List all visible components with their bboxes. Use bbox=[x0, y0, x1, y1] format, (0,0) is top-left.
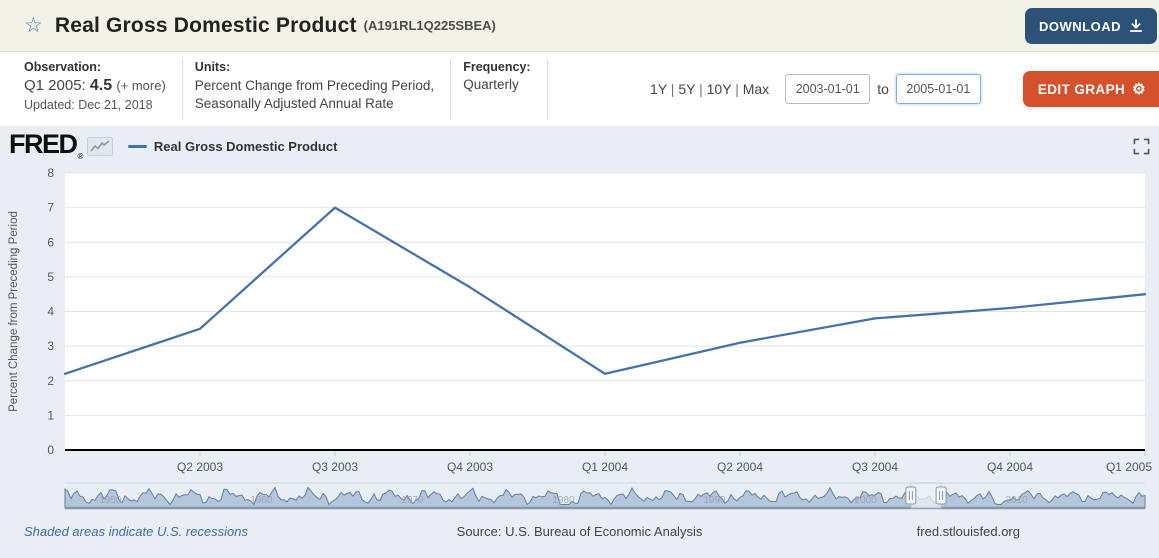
units-label: Units: bbox=[194, 60, 231, 74]
series-id: (A191RL1Q225SBEA) bbox=[363, 18, 496, 33]
frequency-block: Frequency: Quarterly bbox=[463, 60, 548, 120]
gdp-line-chart[interactable]: 0 1 2 3 4 5 6 7 8 Percent Change from Preceding P… bbox=[0, 165, 1159, 512]
frequency-value: Quarterly bbox=[463, 77, 519, 92]
series-legend: Real Gross Domestic Product bbox=[127, 138, 338, 154]
y-tick-label: 6 bbox=[47, 235, 54, 249]
minimap-decade-label: 1970 bbox=[401, 495, 424, 506]
units-line2: Seasonally Adjusted Annual Rate bbox=[194, 95, 394, 111]
fred-logo-chart-icon bbox=[86, 136, 113, 156]
meta-bar: Observation: Q1 2005: 4.5 (+ more) Updat… bbox=[0, 52, 1159, 126]
observation-updated: Updated: Dec 21, 2018 bbox=[24, 98, 153, 112]
y-tick-label: 1 bbox=[47, 408, 54, 422]
minimap-decade-label: 1980 bbox=[552, 495, 575, 506]
start-date-input[interactable] bbox=[785, 74, 871, 104]
range-1y[interactable]: 1Y bbox=[650, 81, 678, 97]
x-tick-label: Q2 2003 bbox=[177, 460, 223, 474]
minimap-area-series[interactable] bbox=[64, 486, 1146, 509]
page-header: ☆ Real Gross Domestic Product (A191RL1Q2… bbox=[0, 0, 1159, 52]
range-max[interactable]: Max bbox=[742, 81, 770, 97]
download-icon bbox=[1129, 19, 1143, 32]
page-title: Real Gross Domestic Product bbox=[54, 13, 357, 37]
fullscreen-icon[interactable] bbox=[1133, 138, 1150, 155]
recession-note-link[interactable]: Shaded areas indicate U.S. recessions bbox=[24, 524, 249, 539]
edit-graph-button[interactable]: EDIT GRAPH ⚙ bbox=[1022, 71, 1159, 107]
download-button-label: DOWNLOAD bbox=[1039, 18, 1121, 34]
frequency-label: Frequency: bbox=[463, 60, 531, 74]
gear-icon: ⚙ bbox=[1132, 80, 1146, 98]
more-observations-link[interactable]: (+ more) bbox=[116, 78, 166, 93]
y-tick-label: 8 bbox=[47, 166, 54, 180]
edit-graph-label: EDIT GRAPH bbox=[1037, 81, 1126, 97]
series-legend-label: Real Gross Domestic Product bbox=[153, 138, 338, 154]
units-block: Units: Percent Change from Preceding Per… bbox=[194, 60, 452, 120]
x-tick-label: Q1 2004 bbox=[582, 460, 628, 474]
y-tick-label: 5 bbox=[47, 270, 54, 284]
observation-period: Q1 2005: bbox=[24, 77, 86, 94]
y-axis-title: Percent Change from Preceding Period bbox=[8, 211, 20, 412]
y-tick-label: 2 bbox=[47, 374, 54, 388]
observation-value: 4.5 bbox=[89, 77, 113, 94]
x-tick-label: Q3 2004 bbox=[852, 460, 898, 474]
date-range-to-label: to bbox=[877, 81, 889, 97]
x-tick-label: Q2 2004 bbox=[717, 460, 763, 474]
end-date-input[interactable] bbox=[895, 74, 981, 104]
y-tick-label: 7 bbox=[47, 201, 54, 215]
y-tick-label: 4 bbox=[47, 305, 54, 319]
minimap-decade-label: 2010 bbox=[1005, 495, 1028, 506]
range-slider-handle-left[interactable] bbox=[905, 486, 917, 505]
observation-block: Observation: Q1 2005: 4.5 (+ more) Updat… bbox=[24, 60, 183, 120]
minimap-decade-label: 1960 bbox=[250, 495, 273, 506]
observation-label: Observation: bbox=[24, 60, 102, 74]
x-tick-label: Q1 2005 bbox=[1106, 460, 1152, 474]
x-tick-label: Q4 2004 bbox=[987, 460, 1033, 474]
range-presets: 1Y 5Y 10Y Max bbox=[650, 81, 769, 97]
fred-logo[interactable]: FRED® bbox=[9, 128, 84, 162]
x-tick-label: Q4 2003 bbox=[447, 460, 493, 474]
y-tick-label: 3 bbox=[47, 339, 54, 353]
minimap-decade-label: 1950 bbox=[99, 495, 122, 506]
range-5y[interactable]: 5Y bbox=[678, 81, 706, 97]
range-slider-handle-right[interactable] bbox=[935, 486, 947, 505]
download-button[interactable]: DOWNLOAD bbox=[1025, 8, 1157, 44]
site-url: fred.stlouisfed.org bbox=[916, 524, 1020, 539]
y-tick-label: 0 bbox=[47, 443, 54, 457]
x-tick-label: Q3 2003 bbox=[312, 460, 358, 474]
series-legend-swatch bbox=[127, 144, 147, 148]
graph-container: FRED® Real Gross Domestic Product 0 1 2 3 4 5… bbox=[0, 126, 1159, 558]
range-10y[interactable]: 10Y bbox=[707, 81, 743, 97]
source-note: Source: U.S. Bureau of Economic Analysis bbox=[456, 524, 703, 539]
favorite-star-icon[interactable]: ☆ bbox=[24, 14, 43, 37]
registered-mark: ® bbox=[77, 152, 84, 162]
gdp-line-series bbox=[63, 206, 1147, 375]
units-line1: Percent Change from Preceding Period, bbox=[194, 78, 435, 93]
minimap-decade-label: 1990 bbox=[703, 495, 726, 506]
minimap-decade-label: 2000 bbox=[854, 495, 877, 506]
